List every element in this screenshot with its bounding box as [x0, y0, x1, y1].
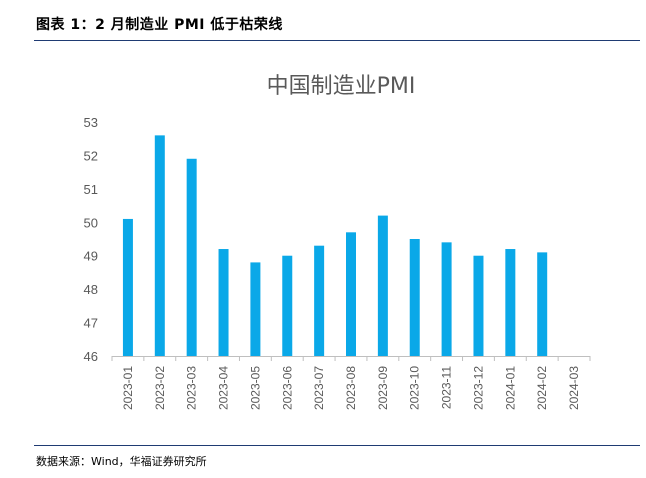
bar-2023-01 [122, 218, 133, 356]
x-tick-label: 2023-03 [185, 366, 199, 410]
bar-2023-04 [218, 249, 229, 356]
source-note: 数据来源：Wind，华福证券研究所 [36, 455, 207, 468]
x-tick-label: 2023-01 [121, 366, 135, 410]
y-axis-ticks: 46 47 48 49 50 51 52 53 [84, 115, 98, 364]
bar-2023-11 [441, 242, 452, 356]
bar-2023-10 [409, 239, 420, 356]
x-tick-label: 2024-03 [567, 366, 581, 410]
x-tick-label: 2023-08 [344, 366, 358, 410]
bar-2024-01 [505, 249, 516, 356]
y-tick-label: 46 [84, 349, 98, 364]
pmi-bar-chart: 中国制造业PMI 46 47 48 49 50 51 52 53 2023-01 2023-02… [84, 74, 591, 410]
x-tick-label: 2023-09 [376, 366, 390, 410]
x-tick-label: 2023-07 [312, 366, 326, 410]
bar-2023-05 [250, 262, 261, 356]
x-axis-ticks: 2023-01 2023-02 2023-03 2023-04 2023-05 2023-… [111, 356, 591, 410]
chart-title: 中国制造业PMI [267, 74, 416, 99]
x-tick-label: 2023-10 [408, 366, 422, 410]
figure-title: 图表 1：2 月制造业 PMI 低于枯荣线 [36, 17, 283, 33]
x-tick-label: 2023-11 [440, 366, 454, 409]
bar-2024-02 [537, 252, 548, 356]
y-tick-label: 53 [84, 115, 98, 130]
bar-2023-06 [282, 255, 293, 356]
bar-2023-09 [377, 215, 388, 356]
y-tick-label: 50 [84, 215, 98, 230]
bar-2023-07 [314, 245, 325, 356]
x-tick-label: 2023-05 [248, 366, 262, 410]
bar-series [122, 135, 548, 356]
y-tick-label: 47 [84, 316, 98, 331]
bar-2023-12 [473, 255, 484, 356]
bar-2023-02 [154, 135, 165, 356]
y-tick-label: 51 [84, 182, 98, 197]
x-tick-label: 2023-02 [153, 366, 167, 410]
y-tick-label: 49 [84, 249, 98, 264]
bar-2023-03 [186, 158, 197, 356]
x-tick-label: 2023-04 [217, 366, 231, 410]
x-tick-label: 2023-06 [280, 366, 294, 410]
y-tick-label: 48 [84, 282, 98, 297]
top-divider [34, 40, 640, 41]
x-tick-label: 2023-12 [471, 366, 485, 410]
bar-2023-08 [346, 232, 356, 356]
x-tick-label: 2024-01 [503, 366, 517, 410]
bottom-divider [34, 445, 640, 446]
y-tick-label: 52 [84, 148, 98, 163]
x-tick-label: 2024-02 [535, 366, 549, 410]
